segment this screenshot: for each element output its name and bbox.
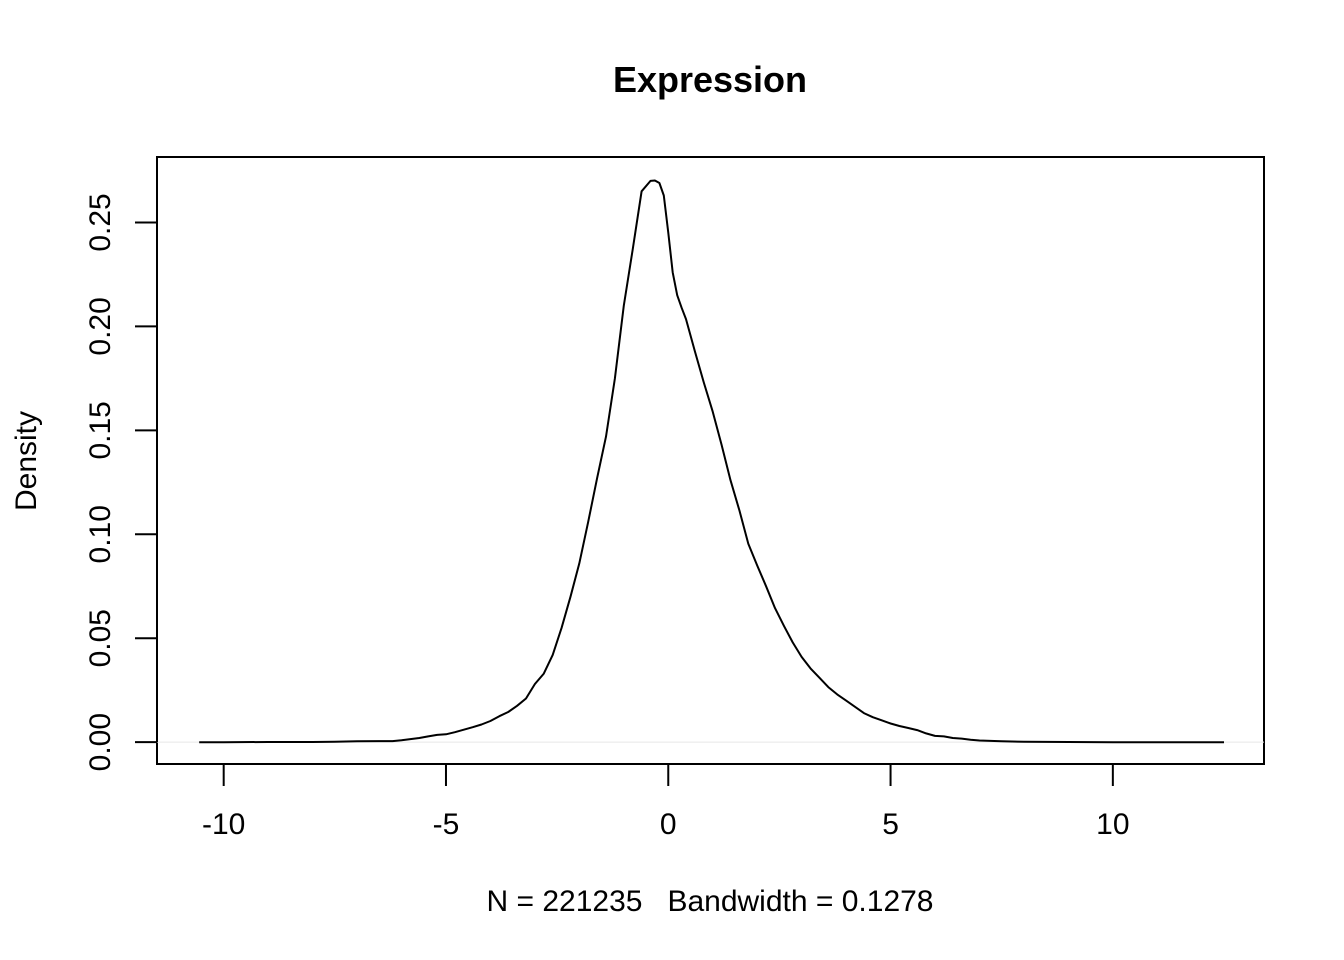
x-tick-label: 10 xyxy=(1096,808,1129,841)
y-axis: 0.00 0.05 0.10 0.15 0.20 0.25 xyxy=(84,193,158,771)
x-axis-label: N = 221235 Bandwidth = 0.1278 xyxy=(486,885,933,918)
y-axis-label: Density xyxy=(10,411,43,511)
y-tick-label: 0.20 xyxy=(84,297,117,355)
plot-frame xyxy=(156,156,1265,765)
x-tick-label: 5 xyxy=(882,808,899,841)
y-tick-label: 0.05 xyxy=(84,609,117,667)
x-tick-label: -5 xyxy=(433,808,460,841)
y-tick-label: 0.10 xyxy=(84,505,117,563)
density-curve xyxy=(199,179,1224,744)
y-tick-label: 0.00 xyxy=(84,713,117,771)
x-axis: -10 -5 0 5 10 xyxy=(202,763,1130,841)
x-tick-label: 0 xyxy=(660,808,677,841)
y-tick-label: 0.15 xyxy=(84,401,117,459)
x-tick-label: -10 xyxy=(202,808,245,841)
chart-title: Expression xyxy=(613,59,807,100)
y-tick-label: 0.25 xyxy=(84,193,117,251)
